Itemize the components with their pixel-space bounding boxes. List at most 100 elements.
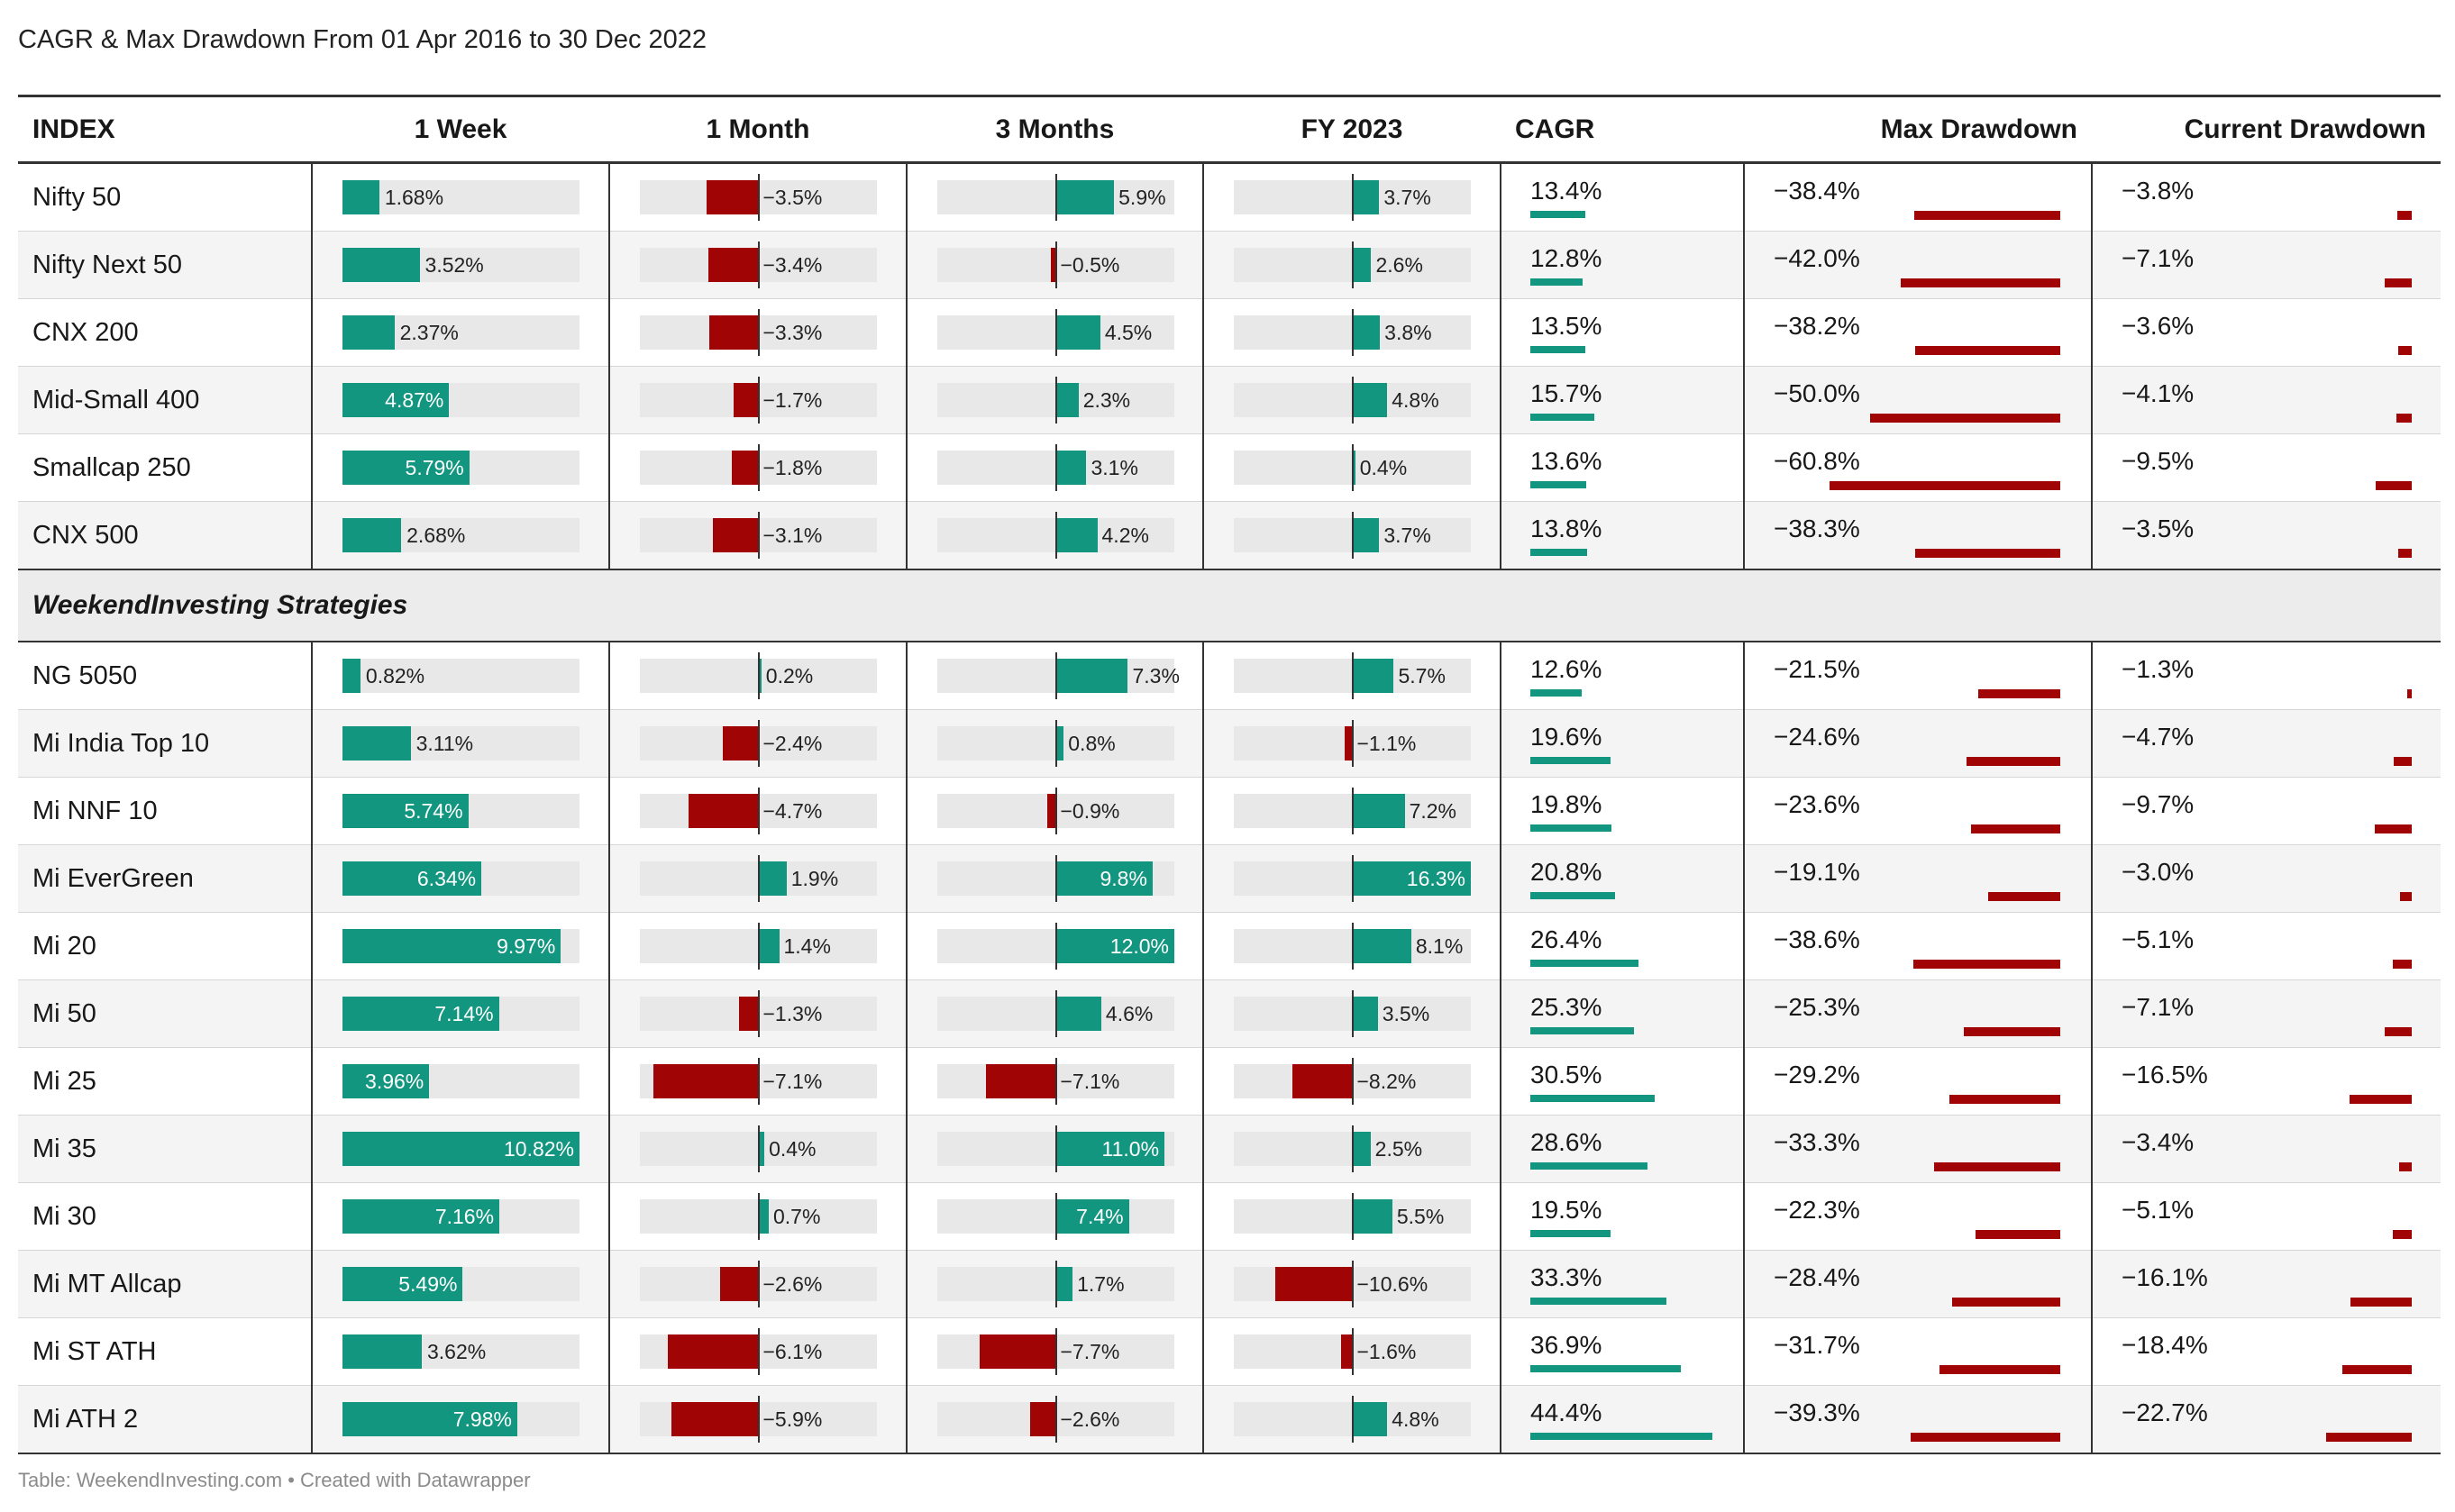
fy-cell: −8.2% <box>1203 1047 1501 1116</box>
cagr-bar <box>1530 824 1611 832</box>
fy-bar <box>1352 1402 1388 1436</box>
months3-bar <box>1055 518 1098 552</box>
max-drawdown-cell-content: −24.6% <box>1745 710 2091 777</box>
month-value-label: 0.4% <box>769 1137 817 1161</box>
current-drawdown-bar <box>2325 1433 2412 1442</box>
week-bullet-track: 3.52% <box>342 248 580 282</box>
cagr-value-label: 19.5% <box>1530 1196 1602 1224</box>
fy-zero-axis <box>1351 855 1354 902</box>
week-value-label: 3.62% <box>426 1340 487 1363</box>
current-drawdown-value-label: −7.1% <box>2122 244 2195 272</box>
month-value-label: −1.7% <box>762 388 823 412</box>
fy-value-label: 7.2% <box>1409 799 1457 823</box>
fy-bar <box>1352 248 1372 282</box>
max-drawdown-value-label: −22.3% <box>1774 1196 1860 1224</box>
max-drawdown-cell: −60.8% <box>1744 433 2093 502</box>
max-drawdown-bar <box>1933 1162 2060 1171</box>
week-bullet-track: 3.96% <box>342 1064 580 1098</box>
fy-cell: 5.7% <box>1203 642 1501 710</box>
cagr-value-label: 36.9% <box>1530 1331 1602 1359</box>
current-drawdown-value-label: −16.5% <box>2122 1061 2208 1088</box>
cagr-cell-content: 19.5% <box>1501 1183 1743 1250</box>
month-bullet-track: −2.4% <box>640 720 877 767</box>
months3-cell: −2.6% <box>907 1385 1204 1454</box>
row-name: CNX 200 <box>18 298 313 367</box>
max-drawdown-cell: −38.2% <box>1744 298 2093 367</box>
table-row: Mi 20 9.97% 1.4% 12.0% 8.1% 26.4% −38.6% −5.1% <box>18 912 2441 980</box>
row-name: Nifty 50 <box>18 162 313 232</box>
month-bar <box>689 794 759 828</box>
fy-cell: 4.8% <box>1203 366 1501 434</box>
months3-value-label: 5.9% <box>1118 186 1166 209</box>
cagr-cell: 30.5% <box>1501 1047 1745 1116</box>
max-drawdown-bar <box>1913 960 2060 969</box>
cagr-cell-content: 12.6% <box>1501 642 1743 709</box>
fy-cell: 8.1% <box>1203 912 1501 980</box>
week-bullet-track: 10.82% <box>342 1132 580 1166</box>
max-drawdown-cell-content: −23.6% <box>1745 778 2091 844</box>
months3-bullet-track: 7.3% <box>937 652 1180 699</box>
current-drawdown-bar <box>2376 481 2412 490</box>
week-cell: 5.79% <box>312 433 610 502</box>
month-value-label: −3.5% <box>762 186 823 209</box>
week-bar <box>342 726 411 761</box>
month-cell: −3.1% <box>609 501 908 570</box>
months3-bullet-track: 4.2% <box>937 512 1174 559</box>
months3-zero-axis <box>1054 309 1057 356</box>
cagr-value-label: 28.6% <box>1530 1128 1602 1156</box>
months3-bar <box>1055 180 1115 214</box>
month-cell: −1.3% <box>609 979 908 1048</box>
months3-bar <box>985 1064 1056 1098</box>
max-drawdown-value-label: −21.5% <box>1774 655 1860 683</box>
month-zero-axis <box>757 444 760 491</box>
current-drawdown-bar <box>2385 278 2412 287</box>
week-cell: 5.74% <box>312 777 610 845</box>
fy-bullet-track: −1.6% <box>1234 1328 1471 1375</box>
week-bar <box>342 248 420 282</box>
months3-cell: −7.7% <box>907 1317 1204 1386</box>
week-cell: 7.14% <box>312 979 610 1048</box>
max-drawdown-cell-content: −42.0% <box>1745 232 2091 298</box>
max-drawdown-cell-content: −21.5% <box>1745 642 2091 709</box>
months3-cell: 4.5% <box>907 298 1204 367</box>
cagr-cell: 13.6% <box>1501 433 1745 502</box>
fy-zero-axis <box>1351 1193 1354 1240</box>
month-zero-axis <box>757 990 760 1037</box>
month-zero-axis <box>757 1328 760 1375</box>
months3-value-label: 1.7% <box>1077 1272 1125 1296</box>
months3-bar <box>1055 383 1079 417</box>
current-drawdown-cell: −5.1% <box>2092 1182 2441 1251</box>
max-drawdown-value-label: −23.6% <box>1774 790 1860 818</box>
months3-value-label: 4.5% <box>1104 321 1153 344</box>
month-bar <box>668 1334 759 1369</box>
cagr-value-label: 20.8% <box>1530 858 1602 886</box>
month-bullet-track: −3.3% <box>640 309 877 356</box>
table-row: Mi India Top 10 3.11% −2.4% 0.8% −1.1% 19.6% −… <box>18 709 2441 778</box>
max-drawdown-cell: −23.6% <box>1744 777 2093 845</box>
current-drawdown-cell-content: −1.3% <box>2093 642 2441 709</box>
fy-bullet-track: 3.5% <box>1234 990 1471 1037</box>
week-value-label: 5.49% <box>398 1272 458 1296</box>
row-name: CNX 500 <box>18 501 313 570</box>
fy-zero-axis <box>1351 990 1354 1037</box>
months3-cell: −0.5% <box>907 231 1204 299</box>
week-value-label: 4.87% <box>385 388 444 412</box>
month-value-label: −5.9% <box>762 1407 823 1431</box>
month-value-label: −3.4% <box>762 253 823 277</box>
fy-bullet-track: 3.7% <box>1234 512 1471 559</box>
week-bullet-track: 2.68% <box>342 518 580 552</box>
fy-bar <box>1352 451 1355 485</box>
cagr-cell: 28.6% <box>1501 1115 1745 1183</box>
week-cell: 7.98% <box>312 1385 610 1454</box>
months3-zero-axis <box>1054 855 1057 902</box>
current-drawdown-bar <box>2400 892 2412 901</box>
current-drawdown-cell: −18.4% <box>2092 1317 2441 1386</box>
cagr-cell: 19.6% <box>1501 709 1745 778</box>
week-bar <box>342 451 470 485</box>
fy-cell: 16.3% <box>1203 844 1501 913</box>
cagr-bar <box>1530 481 1586 488</box>
max-drawdown-cell: −22.3% <box>1744 1182 2093 1251</box>
months3-zero-axis <box>1054 1328 1057 1375</box>
month-cell: −5.9% <box>609 1385 908 1454</box>
current-drawdown-cell: −9.5% <box>2092 433 2441 502</box>
